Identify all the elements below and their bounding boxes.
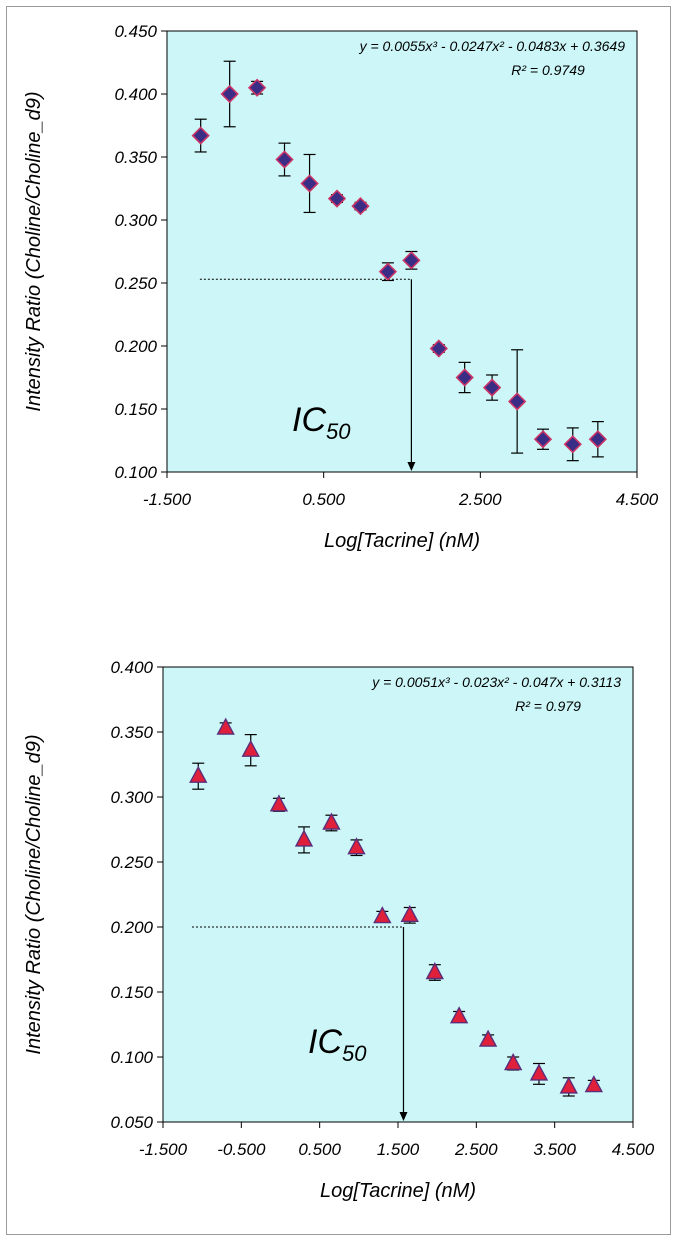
chart-top: 0.100 0.150 0.200 0.250 0.300 0.350 0.400 0.450… [7,7,659,552]
fit-equation: y = 0.0055x³ - 0.0247x² - 0.0483x + 0.36… [359,38,626,54]
data-point [400,904,419,922]
data-point [559,1076,578,1094]
y-tick-label: 0.350 [110,723,153,742]
data-point [588,430,607,449]
y-tick-label: 0.050 [110,1113,153,1132]
data-point [351,197,370,216]
data-point [378,262,398,281]
y-tick-label: 0.350 [114,148,157,167]
ic50-label-main: IC [308,1023,342,1061]
x-tick-label: -1.500 [143,490,192,509]
data-point [533,430,553,449]
x-tick-label: 4.500 [616,490,659,509]
x-tick-label: 4.500 [612,1140,655,1159]
data-point [373,906,392,924]
data-point [425,962,444,980]
y-tick-label: 0.200 [114,337,157,356]
data-point [327,189,347,208]
y-tick-label: 0.450 [114,22,157,41]
data-point [508,392,527,411]
y-axis-title: Intensity Ratio (Choline/Choline_d9) [23,91,45,411]
data-point [300,174,319,193]
ic50-arrow-head [399,1112,408,1121]
data-point [275,150,294,169]
r-squared: R² = 0.979 [515,698,581,714]
x-tick-label: 3.500 [533,1140,576,1159]
x-axis-title: Log[Tacrine] (nM) [320,1180,476,1202]
ic50-label-subscript: 50 [342,1041,367,1066]
data-point [584,1075,603,1093]
ic50-label-main: IC [292,401,326,439]
y-tick-label: 0.200 [110,918,153,937]
ic50-arrow-head [407,462,416,471]
r-squared: R² = 0.9749 [511,62,585,78]
data-point [216,717,235,735]
x-axis-title: Log[Tacrine] (nM) [324,530,480,552]
y-tick-label: 0.100 [114,463,157,482]
x-tick-label: 2.500 [458,490,502,509]
y-tick-label: 0.150 [114,400,157,419]
y-tick-label: 0.250 [114,274,157,293]
fit-equation: y = 0.0051x³ - 0.023x² - 0.047x + 0.3113 [371,674,621,690]
x-tick-label: 2.500 [454,1140,498,1159]
data-point [220,84,239,104]
plot-area [166,30,638,473]
data-point [247,78,267,97]
y-tick-label: 0.100 [110,1048,153,1067]
data-point [189,765,208,783]
data-point [563,435,582,454]
data-point [478,1029,498,1047]
plot-area [162,666,634,1123]
data-point [402,251,421,270]
x-tick-label: 1.500 [377,1140,420,1159]
chart-bottom: 0.050 0.100 0.150 0.200 0.250 0.300 0.350 0.400… [7,619,655,1202]
ic50-label: IC50 [292,401,351,444]
y-axis-title: Intensity Ratio (Choline/Choline_d9) [23,734,45,1054]
data-point [347,837,366,855]
data-point [449,1006,469,1024]
y-tick-label: 0.400 [114,85,157,104]
data-point [429,339,448,358]
ic50-label-subscript: 50 [326,419,351,444]
y-tick-label: 0.300 [114,211,157,230]
x-tick-label: -0.500 [217,1140,266,1159]
y-tick-label: 0.250 [110,853,153,872]
data-point [529,1063,549,1081]
data-point [241,739,260,757]
data-point [269,794,289,812]
ic50-label: IC50 [308,1023,367,1066]
data-point [294,829,314,847]
figure-frame: 0.100 0.150 0.200 0.250 0.300 0.350 0.400 0.450… [6,6,671,1235]
data-point [322,812,341,830]
data-point [482,378,502,397]
data-point [503,1053,523,1071]
y-tick-label: 0.150 [110,983,153,1002]
data-point [191,126,210,145]
y-tick-label: 0.400 [110,658,153,677]
x-tick-label: 0.500 [298,1140,341,1159]
data-point [455,368,474,387]
y-tick-label: 0.300 [110,788,153,807]
x-tick-label: 0.500 [302,490,345,509]
x-tick-label: -1.500 [139,1140,188,1159]
